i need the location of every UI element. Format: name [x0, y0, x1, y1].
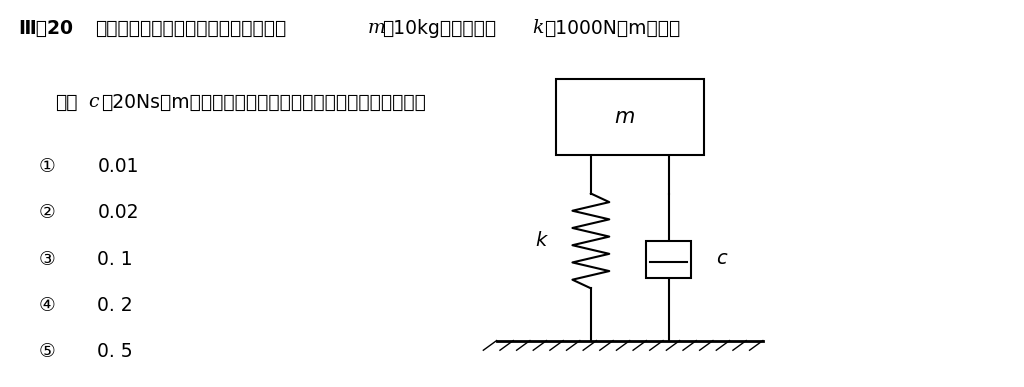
Text: ①: ①	[39, 157, 55, 176]
Text: $k$: $k$	[535, 231, 549, 250]
Text: 0.01: 0.01	[97, 157, 139, 176]
Text: Ⅲ－20: Ⅲ－20	[18, 19, 74, 38]
Text: 係数: 係数	[55, 93, 78, 112]
Text: が10kg，ばね定数: が10kg，ばね定数	[383, 19, 497, 38]
Text: c: c	[88, 93, 98, 111]
Text: ⑤: ⑤	[39, 342, 55, 361]
Text: $m$: $m$	[614, 108, 635, 127]
Text: 0. 2: 0. 2	[97, 296, 133, 315]
Text: 0. 1: 0. 1	[97, 250, 133, 269]
Text: が1000N／m，減衰: が1000N／m，減衰	[545, 19, 681, 38]
Text: 0.02: 0.02	[97, 203, 139, 222]
Text: k: k	[532, 19, 544, 38]
Text: 下図の１自由度振動系において，質量: 下図の１自由度振動系において，質量	[95, 19, 287, 38]
Text: m: m	[369, 19, 386, 38]
Text: 0. 5: 0. 5	[97, 342, 133, 361]
Text: ②: ②	[39, 203, 55, 222]
Text: ③: ③	[39, 250, 55, 269]
Text: $c$: $c$	[716, 250, 728, 268]
Text: が20Ns／mのとき，減衰比として，最も近い値はどれか。: が20Ns／mのとき，減衰比として，最も近い値はどれか。	[101, 93, 426, 112]
Bar	[646, 241, 691, 278]
Text: ④: ④	[39, 296, 55, 315]
Bar	[555, 79, 705, 155]
